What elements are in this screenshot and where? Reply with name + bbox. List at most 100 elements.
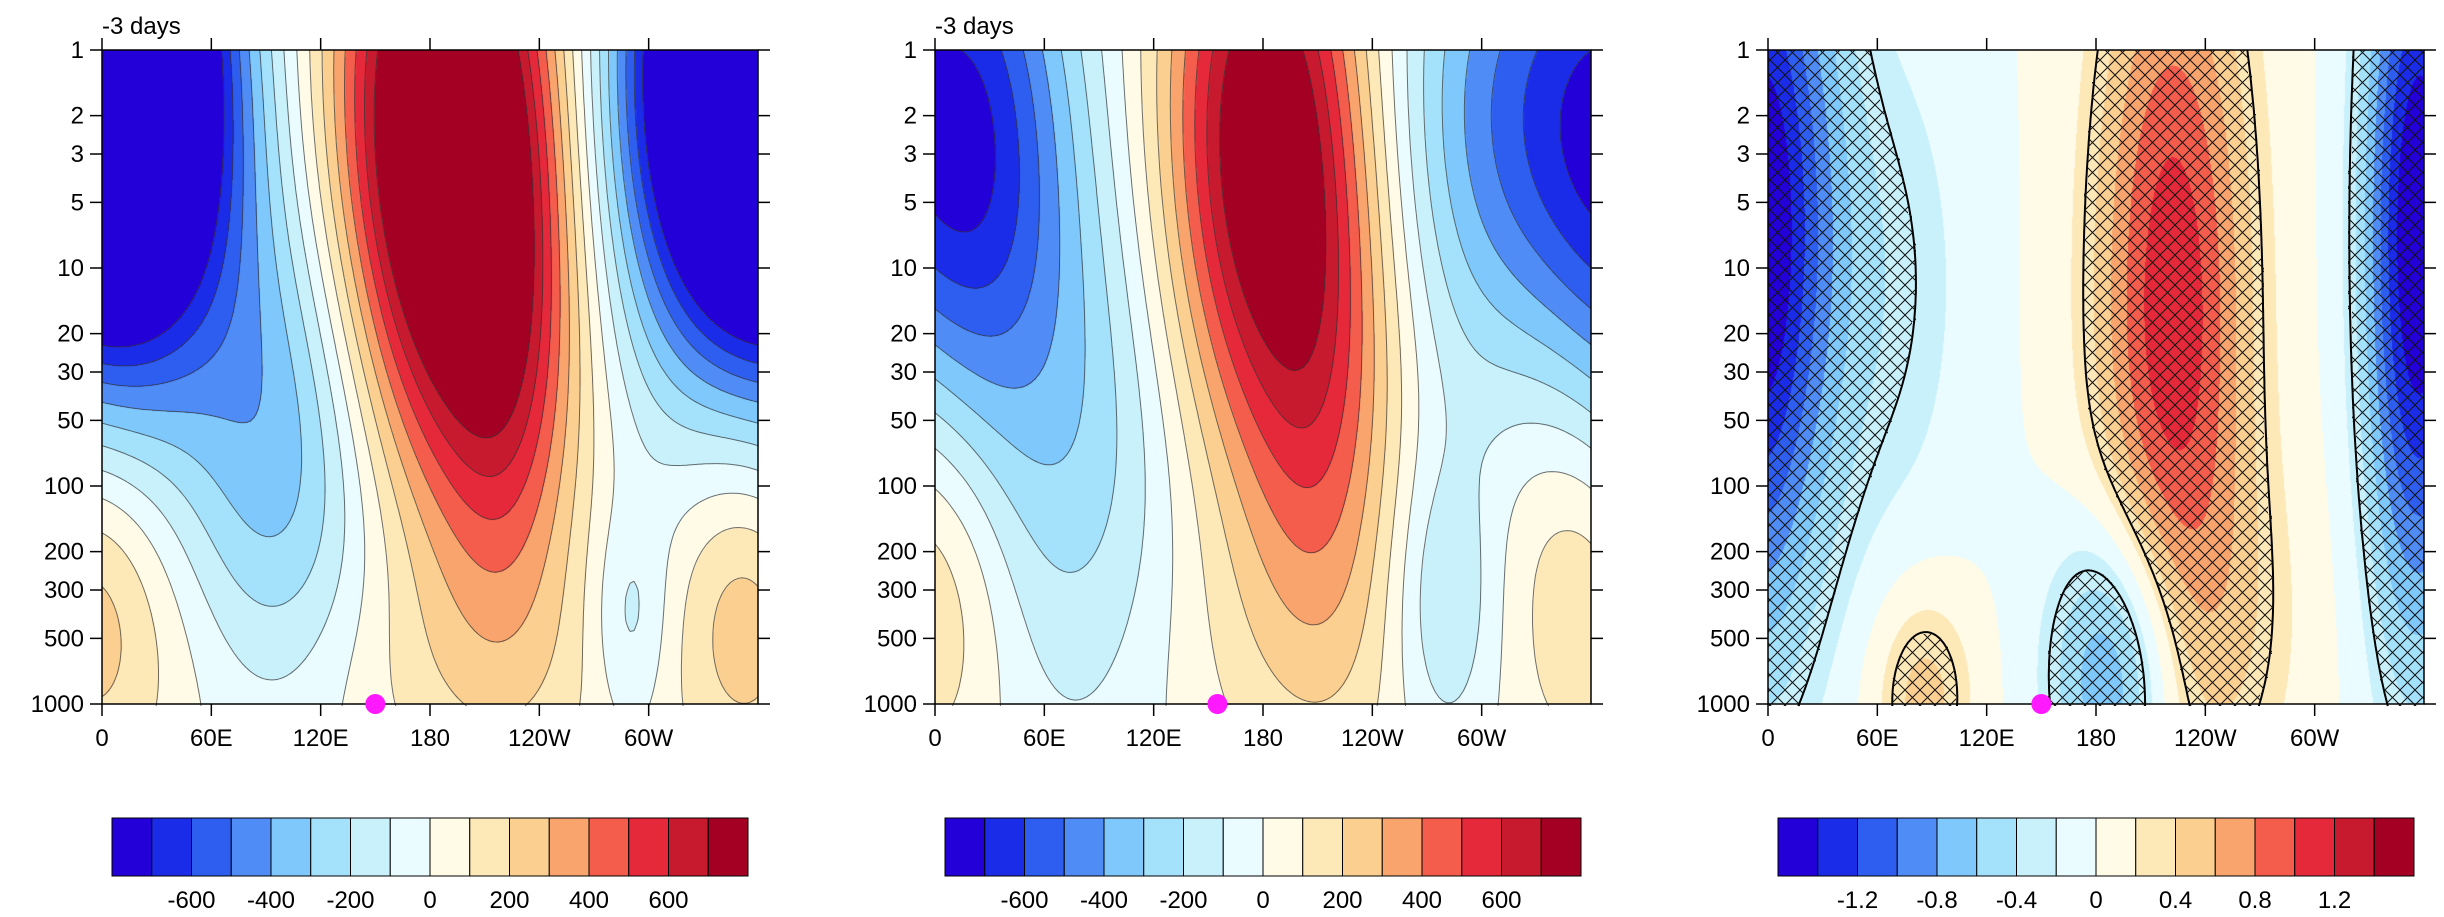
colorbar-swatch — [1976, 817, 2017, 877]
colorbar-swatch — [1103, 817, 1145, 877]
contour-line — [1156, 49, 1388, 703]
colorbar-label: 0 — [2089, 887, 2102, 914]
contour-line — [934, 49, 1592, 707]
colorbar-swatch — [2095, 817, 2137, 877]
colorbar-swatch — [2055, 817, 2097, 877]
colorbar-swatch — [548, 817, 590, 877]
y-tick-label: 50 — [1723, 407, 1750, 434]
chart-panel-2: 1 2 3 5 10 20 30 50 100 200 300 500 1000 0 60E 120E 180 1… — [864, 13, 1603, 914]
contour-line — [101, 49, 759, 607]
colorbar-swatch — [944, 817, 986, 877]
y-tick-label: 300 — [44, 577, 84, 604]
y-tick-label: 1000 — [1697, 691, 1750, 718]
y-tick-label: 10 — [57, 255, 84, 282]
colorbar-swatch — [230, 817, 272, 877]
y-tick-label: 1000 — [864, 691, 917, 718]
y-tick-label: 3 — [71, 141, 84, 168]
x-tick-label: 60E — [1023, 725, 1066, 752]
contour-line — [1206, 49, 1339, 429]
colorbar-label: 600 — [1481, 887, 1521, 914]
contour-line — [934, 49, 1592, 707]
colorbar-swatch — [2254, 817, 2296, 877]
y-tick-label: 10 — [1723, 255, 1750, 282]
y-tick-label: 100 — [44, 473, 84, 500]
colorbar-swatch — [2016, 817, 2057, 877]
colorbar-swatch — [509, 817, 550, 877]
colorbar-swatch — [1183, 817, 1224, 877]
y-tick-label: 300 — [1710, 577, 1750, 604]
colorbar-label: 0.8 — [2238, 887, 2271, 914]
contour-line — [934, 49, 1592, 289]
colorbar-label: 0 — [1256, 887, 1269, 914]
colorbar-label: -200 — [1159, 887, 1207, 914]
contour-line — [1219, 49, 1327, 371]
colorbar-label: -1.2 — [1837, 887, 1878, 914]
y-tick-label: 20 — [1723, 321, 1750, 348]
colorbar-swatch — [2175, 817, 2216, 877]
colorbar: -600 -400 -200 0 200 400 600 — [944, 817, 1582, 914]
x-tick-label: 120W — [2174, 725, 2237, 752]
y-tick-label: 50 — [890, 407, 917, 434]
colorbar: -600 -400 -200 0 200 400 600 — [111, 817, 749, 914]
colorbar-swatch — [628, 817, 669, 877]
y-tick-label: 20 — [57, 321, 84, 348]
contour-line — [101, 49, 759, 367]
colorbar-swatch — [1063, 817, 1105, 877]
contour-field — [102, 50, 758, 704]
location-marker — [1207, 694, 1228, 714]
contour-line — [101, 49, 759, 348]
y-tick-label: 2 — [71, 103, 84, 130]
colorbar-swatch — [1857, 817, 1898, 877]
y-tick-label: 200 — [877, 539, 917, 566]
plot-area-3: 1 2 3 5 10 20 30 50 100 200 300 500 1000 0 60E 120E 180 1… — [1697, 37, 2436, 752]
y-tick-label: 30 — [890, 359, 917, 386]
contour-line — [101, 49, 759, 387]
x-tick-label: 0 — [928, 725, 941, 752]
contour-line — [333, 49, 570, 643]
x-tick-label: 60W — [1457, 725, 1507, 752]
y-tick-label: 100 — [877, 473, 917, 500]
contour-line — [373, 49, 535, 439]
y-tick-label: 1 — [1737, 37, 1750, 64]
colorbar-swatch — [1461, 817, 1502, 877]
panel-2-title: -3 days — [935, 13, 1014, 40]
panel-1-title: -3 days — [102, 13, 181, 40]
chart-panel-3: 1 2 3 5 10 20 30 50 100 200 300 500 1000 0 60E 120E 180 1… — [1697, 37, 2436, 914]
colorbar-swatch — [389, 817, 431, 877]
x-tick-label: 180 — [2076, 725, 2116, 752]
contour-line — [101, 49, 759, 538]
y-tick-label: 500 — [44, 625, 84, 652]
y-tick-label: 300 — [877, 577, 917, 604]
colorbar-label: 400 — [569, 887, 609, 914]
contour-line — [354, 49, 552, 520]
contour-line — [101, 49, 759, 707]
x-tick-label: 0 — [1761, 725, 1774, 752]
contour-line — [364, 49, 544, 477]
contour-line — [1194, 49, 1351, 489]
colorbar-label: 400 — [1402, 887, 1442, 914]
colorbar-swatch — [350, 817, 391, 877]
colorbar-label: -200 — [326, 887, 374, 914]
colorbar-swatch — [2334, 817, 2375, 877]
colorbar-swatch — [2294, 817, 2335, 877]
y-tick-label: 200 — [1710, 539, 1750, 566]
x-tick-label: 120E — [1126, 725, 1182, 752]
colorbar-swatch — [1381, 817, 1423, 877]
colorbar-swatch — [1421, 817, 1463, 877]
colorbar-label: 0 — [423, 887, 436, 914]
x-tick-label: 60E — [190, 725, 233, 752]
x-tick-label: 180 — [410, 725, 450, 752]
colorbar-swatch — [1936, 817, 1978, 877]
contour-line — [101, 49, 759, 424]
colorbar: -1.2 -0.8 -0.4 0 0.4 0.8 1.2 — [1777, 817, 2415, 914]
y-tick-label: 100 — [1710, 473, 1750, 500]
colorbar-swatch — [984, 817, 1025, 877]
colorbar-swatch — [1143, 817, 1184, 877]
colorbar-swatch — [111, 817, 153, 877]
x-tick-label: 0 — [95, 725, 108, 752]
y-tick-label: 2 — [904, 103, 917, 130]
plot-area-2: 1 2 3 5 10 20 30 50 100 200 300 500 1000 0 60E 120E 180 1… — [864, 37, 1603, 752]
colorbar-swatch — [191, 817, 232, 877]
x-tick-label: 180 — [1243, 725, 1283, 752]
